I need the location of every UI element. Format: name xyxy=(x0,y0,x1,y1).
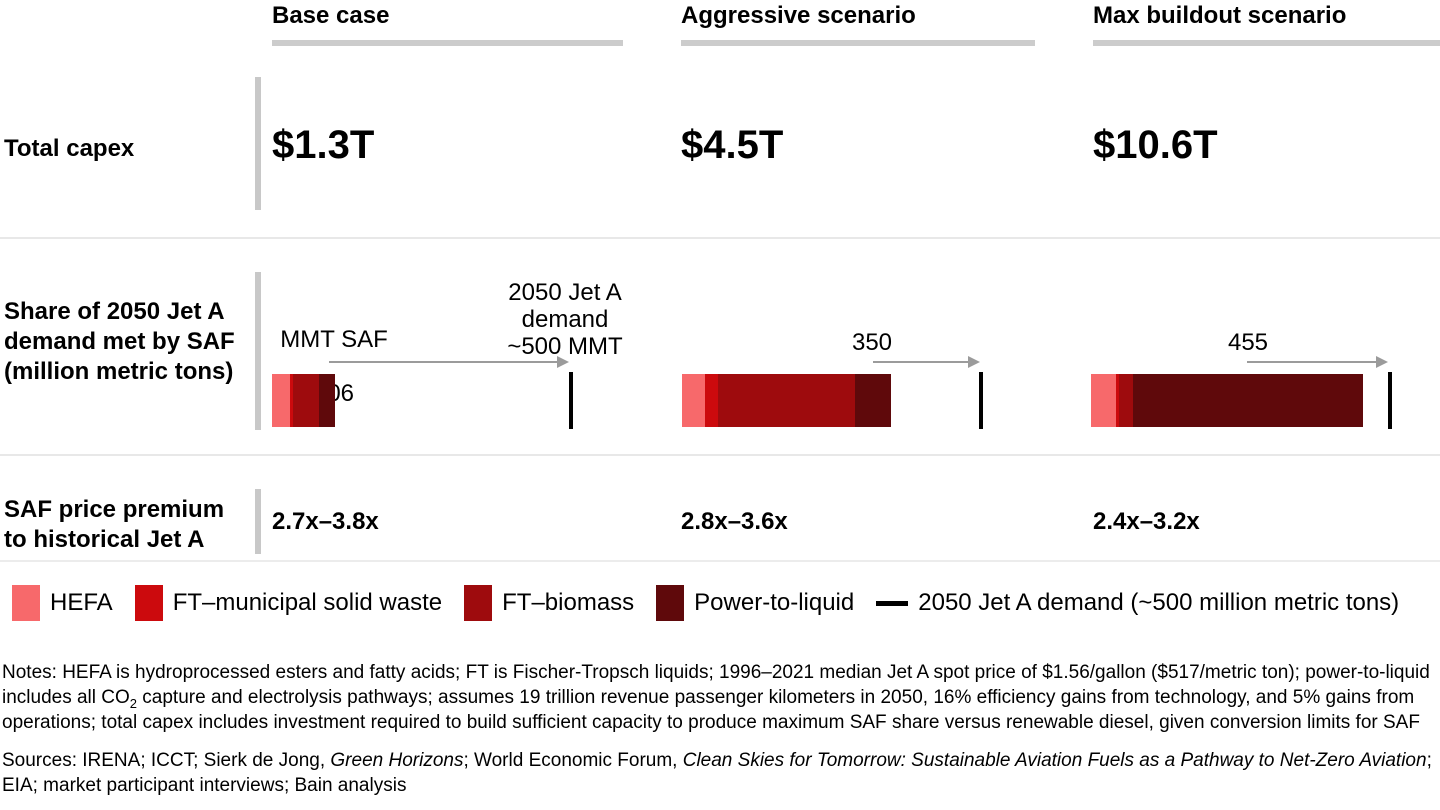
row-label-saf-share: Share of 2050 Jet A demand met by SAF (m… xyxy=(4,298,235,385)
text-segment: Clean Skies for Tomorrow: Sustainable Av… xyxy=(682,750,1427,771)
row-rule-saf-share xyxy=(255,272,261,430)
bar-segment-ft-municipal-solid-waste xyxy=(289,374,293,427)
row-rule-total-capex xyxy=(255,77,261,210)
notes-text: Notes: HEFA is hydroprocessed esters and… xyxy=(2,660,1432,735)
demand-tick-base-case xyxy=(569,372,573,429)
legend-label-demand-line: 2050 Jet A demand (~500 million metric t… xyxy=(918,589,1400,616)
legend: HEFA FT–municipal solid waste FT–biomass… xyxy=(12,584,1399,622)
gap-arrow-max-buildout-scenario xyxy=(1247,356,1388,368)
legend-swatch-ft-municipal-solid-waste xyxy=(134,585,163,621)
row-label-total-capex: Total capex xyxy=(4,135,135,162)
legend-label-ft-municipal-solid-waste: FT–municipal solid waste xyxy=(172,589,443,616)
bar-segment-hefa xyxy=(272,374,290,427)
bar-segment-ft-municipal-solid-waste xyxy=(1116,374,1120,427)
text-segment: ; EIA; market participant interviews; Ba… xyxy=(2,750,1432,796)
demand-tick-max-buildout-scenario xyxy=(1388,372,1392,429)
legend-item-ft-municipal-solid-waste: FT–municipal solid waste xyxy=(134,585,443,621)
text-segment: ; World Economic Forum, xyxy=(463,750,683,771)
bar-segment-ft-municipal-solid-waste xyxy=(704,374,718,427)
row-divider-3 xyxy=(0,560,1440,562)
row-divider-2 xyxy=(0,454,1440,456)
stacked-bar-base-case xyxy=(272,374,336,427)
bar-segment-ft-biomass xyxy=(292,374,319,427)
legend-item-hefa: HEFA xyxy=(12,585,113,621)
bar-segment-hefa xyxy=(682,374,705,427)
gap-arrow-aggressive-scenario xyxy=(873,356,980,368)
legend-label-hefa: HEFA xyxy=(50,589,113,616)
demand-tick-aggressive-scenario xyxy=(979,372,983,429)
legend-demand-line-marker xyxy=(876,600,909,606)
bar-value-max-buildout-scenario: 455 xyxy=(1227,329,1269,356)
legend-item-ft-biomass: FT–biomass xyxy=(464,585,634,621)
stacked-bar-max-buildout-scenario xyxy=(1091,374,1364,427)
bar-segment-hefa xyxy=(1091,374,1117,427)
column-header-aggressive-scenario: Aggressive scenario xyxy=(681,2,916,29)
demand-annotation: 2050 Jet A demand ~500 MMT xyxy=(507,279,623,360)
text-segment: Notes: HEFA is hydroprocessed esters and… xyxy=(2,662,1430,708)
header-underline-max-buildout-scenario xyxy=(1093,40,1440,46)
premium-value-aggressive-scenario: 2.8x–3.6x xyxy=(681,508,788,535)
premium-value-max-buildout-scenario: 2.4x–3.2x xyxy=(1093,508,1200,535)
column-header-base-case: Base case xyxy=(272,2,390,29)
sources-text: Sources: IRENA; ICCT; Sierk de Jong, Gre… xyxy=(2,748,1432,798)
capex-value-max-buildout-scenario: $10.6T xyxy=(1093,123,1218,167)
row-label-price-premium: SAF price premium to historical Jet A xyxy=(4,496,225,553)
legend-label-ft-biomass: FT–biomass xyxy=(502,589,635,616)
legend-swatch-power-to-liquid xyxy=(656,585,685,621)
text-segment: capture and electrolysis pathways; assum… xyxy=(2,687,1420,733)
bar-segment-power-to-liquid xyxy=(318,374,336,427)
legend-swatch-hefa xyxy=(12,585,40,621)
text-segment: Green Horizons xyxy=(330,750,464,771)
header-underline-base-case xyxy=(272,40,623,46)
capex-value-base-case: $1.3T xyxy=(272,123,375,167)
bar-axis-label: MMT SAF xyxy=(280,326,388,353)
bar-segment-power-to-liquid xyxy=(855,374,892,427)
gap-arrow-base-case xyxy=(329,356,569,368)
text-segment: 2 xyxy=(129,695,138,711)
row-rule-price-premium xyxy=(255,489,261,554)
premium-value-base-case: 2.7x–3.8x xyxy=(272,508,379,535)
stacked-bar-aggressive-scenario xyxy=(682,374,892,427)
bar-segment-ft-biomass xyxy=(1119,374,1133,427)
bar-segment-ft-biomass xyxy=(717,374,856,427)
legend-item-power-to-liquid: Power-to-liquid xyxy=(656,585,854,621)
header-underline-aggressive-scenario xyxy=(681,40,1035,46)
text-segment: Sources: IRENA; ICCT; Sierk de Jong, xyxy=(2,750,331,771)
bar-value-aggressive-scenario: 350 xyxy=(851,329,893,356)
column-header-max-buildout-scenario: Max buildout scenario xyxy=(1093,2,1347,29)
row-divider-1 xyxy=(0,237,1440,239)
legend-label-power-to-liquid: Power-to-liquid xyxy=(694,589,855,616)
bar-segment-power-to-liquid xyxy=(1132,374,1364,427)
legend-item-demand-line: 2050 Jet A demand (~500 million metric t… xyxy=(876,589,1399,617)
capex-value-aggressive-scenario: $4.5T xyxy=(681,123,784,167)
legend-swatch-ft-biomass xyxy=(464,585,493,621)
